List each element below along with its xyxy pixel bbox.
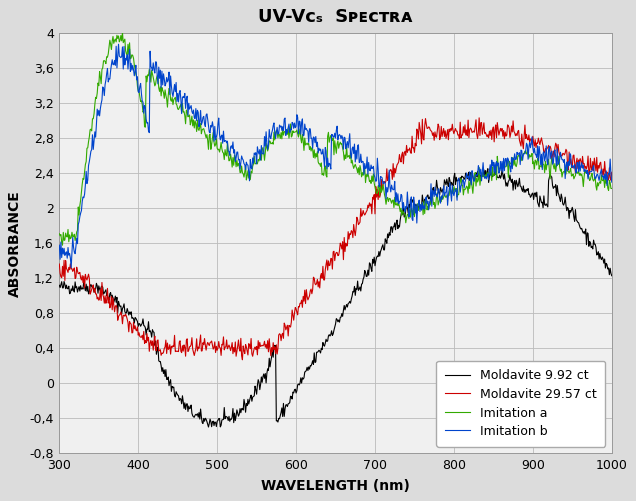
Imitation b [67,265,75,271]
Imitation b [501,156,509,162]
Imitation a [141,124,148,130]
Imitation a [119,30,127,36]
Moldavite 9.92 ct [530,196,537,202]
Imitation a [530,159,537,165]
Moldavite 29.57 ct [238,357,246,363]
Legend: Moldavite 9.92 ct, Moldavite 29.57 ct, Imitation a, Imitation b: Moldavite 9.92 ct, Moldavite 29.57 ct, I… [436,361,605,447]
Imitation a [608,185,616,191]
Moldavite 9.92 ct [139,316,147,322]
Imitation a [147,79,155,85]
Moldavite 9.92 ct [501,177,509,183]
Moldavite 29.57 ct [608,169,616,175]
Imitation b [147,64,155,70]
Moldavite 9.92 ct [55,282,63,288]
Title: UV-Vᴄₛ  Sᴘᴇᴄᴛʀᴀ: UV-Vᴄₛ Sᴘᴇᴄᴛʀᴀ [258,9,413,27]
Line: Moldavite 29.57 ct: Moldavite 29.57 ct [59,118,612,360]
Imitation a [59,242,66,248]
Moldavite 29.57 ct [460,130,468,136]
Imitation b [530,150,537,156]
Imitation b [141,102,148,108]
Imitation a [501,164,509,170]
Imitation a [461,187,469,193]
Moldavite 9.92 ct [205,424,212,430]
Y-axis label: ABSORBANCE: ABSORBANCE [8,190,22,297]
Imitation b [608,179,616,185]
Moldavite 29.57 ct [146,348,153,354]
Line: Imitation a: Imitation a [59,33,612,245]
Moldavite 29.57 ct [501,129,509,135]
Moldavite 9.92 ct [608,273,616,279]
Line: Moldavite 9.92 ct: Moldavite 9.92 ct [59,169,612,427]
Imitation a [55,231,63,237]
Moldavite 9.92 ct [146,329,153,335]
Imitation b [55,242,63,248]
Moldavite 29.57 ct [283,324,291,330]
Moldavite 29.57 ct [475,115,483,121]
Moldavite 9.92 ct [484,166,492,172]
Imitation a [284,131,291,137]
Moldavite 29.57 ct [530,140,537,146]
Moldavite 29.57 ct [55,261,63,267]
Imitation b [284,130,291,136]
Imitation b [461,179,469,185]
Imitation b [114,41,122,47]
Line: Imitation b: Imitation b [59,44,612,268]
Moldavite 9.92 ct [460,176,468,182]
X-axis label: WAVELENGTH (nm): WAVELENGTH (nm) [261,478,410,492]
Moldavite 9.92 ct [283,402,291,408]
Moldavite 29.57 ct [139,337,147,343]
